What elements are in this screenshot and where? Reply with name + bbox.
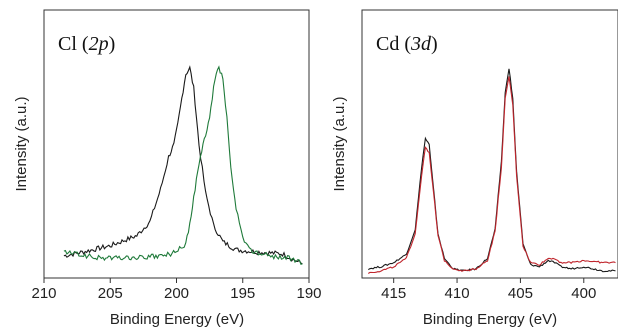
cd-3d-x-tick-label: 400: [571, 285, 596, 302]
cd-3d-title: Cd (3d): [376, 33, 438, 55]
cd-3d-series-line-1: [367, 76, 616, 274]
cl-2p-x-axis-label: Binding Energy (eV): [110, 311, 244, 328]
cl-2p-title: Cl (2p): [58, 33, 115, 55]
cd-3d-y-axis-label: Intensity (a.u.): [331, 96, 348, 191]
cl-2p-series-line-0: [63, 65, 303, 265]
cd-3d-panel: Cd (3d) Intensity (a.u.) Binding Energy …: [331, 9, 618, 328]
cd-3d-x-axis-label: Binding Energy (eV): [423, 311, 557, 328]
cl-2p-panel: Cl (2p) Intensity (a.u.) Binding Energy …: [13, 9, 322, 328]
cl-2p-y-axis-label: Intensity (a.u.): [13, 96, 30, 191]
cl-2p-x-tick-label: 205: [98, 285, 123, 302]
cl-2p-x-tick-label: 190: [296, 285, 321, 302]
cd-3d-series-line-0: [368, 68, 616, 273]
cd-3d-x-tick-label: 415: [381, 285, 406, 302]
cl-2p-x-tick-label: 200: [164, 285, 189, 302]
cd-3d-series-group: [367, 68, 616, 274]
cd-3d-x-axis: 415 410 405 400: [381, 278, 596, 302]
cl-2p-series-line-1: [63, 65, 303, 265]
cl-2p-x-tick-label: 195: [230, 285, 255, 302]
cl-2p-series-group: [63, 65, 303, 265]
cl-2p-x-axis: 210 205 200 195 190: [31, 278, 322, 302]
cl-2p-x-tick-label: 210: [31, 285, 56, 302]
cd-3d-plot-frame: [361, 9, 618, 279]
cd-3d-x-tick-label: 410: [445, 285, 470, 302]
cd-3d-x-tick-label: 405: [508, 285, 533, 302]
